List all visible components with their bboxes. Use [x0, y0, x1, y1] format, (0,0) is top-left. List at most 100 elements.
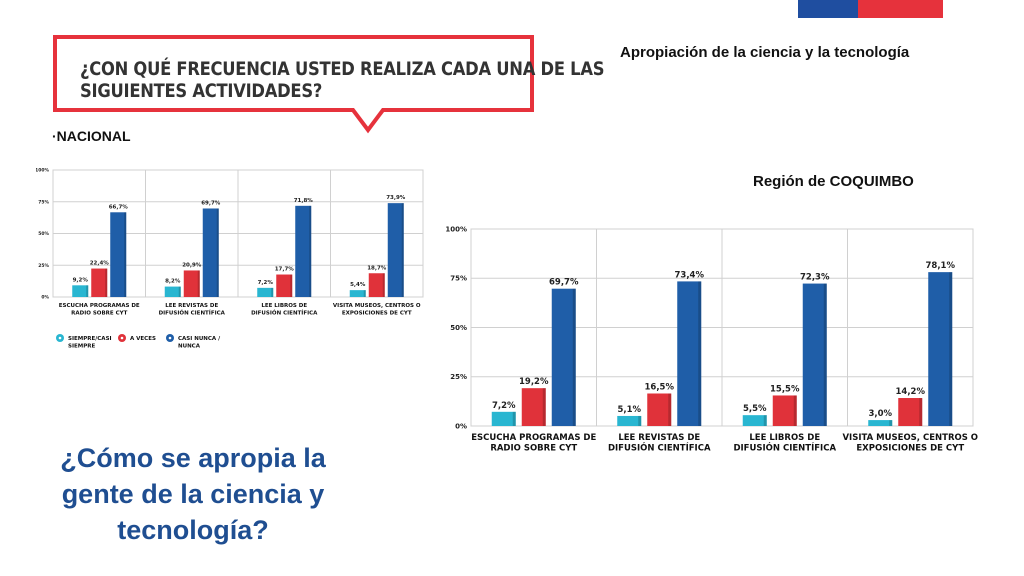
data-label: 72,3% [800, 273, 830, 283]
data-label: 22,4% [90, 261, 110, 267]
bar-shade [105, 268, 108, 297]
bar-shade [763, 415, 767, 426]
bar-shade [572, 288, 576, 426]
bar-shade [698, 281, 702, 426]
bar-shade [949, 272, 953, 426]
bar [491, 411, 516, 426]
bar [928, 272, 953, 426]
category-label: ESCUCHA PROGRAMAS DE [471, 433, 596, 443]
data-label: 5,1% [617, 405, 641, 415]
data-label: 20,9% [182, 262, 202, 268]
legend-entry-line1: CASI NUNCA / [178, 336, 221, 342]
bar-shade [124, 212, 127, 297]
bar [276, 274, 293, 297]
legend-swatch-dot [58, 336, 62, 340]
y-tick-label: 25% [450, 373, 467, 381]
bar-shade [309, 205, 312, 297]
data-label: 14,2% [896, 387, 926, 397]
category-label: LEE LIBROS DE [261, 303, 307, 309]
y-tick-label: 50% [38, 231, 49, 237]
bar-shade [401, 203, 404, 297]
data-label: 71,8% [294, 198, 314, 204]
data-label: 18,7% [367, 265, 387, 271]
question-line-2: SIGUIENTES ACTIVIDADES? [80, 80, 323, 102]
category-label: RADIO SOBRE CYT [490, 444, 577, 454]
y-tick-label: 25% [38, 263, 49, 269]
data-label: 78,1% [926, 261, 956, 271]
bar-shade [542, 388, 546, 426]
bar [164, 286, 181, 297]
bar-shade [197, 270, 200, 297]
bar [868, 420, 893, 426]
data-label: 73,4% [675, 270, 705, 280]
bar-shade [638, 415, 642, 426]
flag-red-stripe [858, 0, 943, 18]
data-label: 69,7% [201, 200, 221, 206]
region-bar-chart: 0% 25% 50% 75% 100% 7,2% 19,2% 69,7% ESCUCHA PRO… [445, 225, 978, 454]
y-tick-label: 75% [38, 199, 49, 205]
y-tick-label: 100% [445, 225, 467, 233]
bar [647, 393, 672, 426]
data-label: 7,2% [258, 280, 274, 286]
region-label: Región de COQUIMBO [753, 173, 914, 190]
category-label: LEE REVISTAS DE [165, 303, 218, 309]
y-tick-label: 0% [455, 422, 467, 430]
y-tick-label: 75% [450, 275, 467, 283]
data-label: 73,9% [386, 195, 406, 201]
bar-shade [86, 285, 89, 297]
y-tick-label: 0% [41, 295, 49, 301]
bar [772, 395, 797, 426]
bar-shade [271, 287, 274, 297]
data-label: 5,4% [350, 282, 366, 288]
data-label: 66,7% [109, 204, 129, 210]
category-label: DIFUSIÓN CIENTÍFICA [159, 309, 226, 317]
data-label: 17,7% [275, 267, 295, 273]
bar [521, 388, 546, 426]
bar [257, 287, 274, 297]
question-line-1: ¿CON QUÉ FRECUENCIA USTED REALIZA CADA U… [80, 58, 605, 80]
bar-shade [216, 208, 219, 297]
legend-entry-line2: NUNCA [178, 344, 201, 350]
bar [802, 283, 827, 426]
legend-swatch-dot [120, 336, 124, 340]
bar [295, 205, 312, 297]
section-title: Apropiación de la ciencia y la tecnologí… [620, 44, 910, 61]
y-tick-label: 50% [450, 324, 467, 332]
bar [202, 208, 219, 297]
bar-shade [793, 395, 797, 426]
bar [742, 415, 767, 426]
data-label: 19,2% [519, 377, 549, 387]
bar-shade [823, 283, 827, 426]
bar [91, 268, 108, 297]
bar [110, 212, 127, 297]
bar [368, 273, 385, 297]
category-label: EXPOSICIONES DE CYT [342, 311, 412, 317]
bar-shade [382, 273, 385, 297]
data-label: 16,5% [645, 382, 675, 392]
nacional-label: ·NACIONAL [52, 128, 131, 144]
category-label: VISITA MUSEOS, CENTROS O [842, 433, 978, 443]
bar-shade [363, 290, 366, 297]
category-label: ESCUCHA PROGRAMAS DE [59, 303, 140, 309]
bar [183, 270, 200, 297]
bar [349, 290, 366, 297]
bar [898, 398, 923, 426]
bar [551, 288, 576, 426]
legend-swatch-dot [168, 336, 172, 340]
data-label: 3,0% [868, 409, 892, 419]
speech-bubble [53, 35, 534, 134]
data-label: 15,5% [770, 384, 800, 394]
category-label: DIFUSIÓN CIENTÍFICA [608, 442, 711, 454]
data-label: 9,2% [73, 277, 89, 283]
category-label: RADIO SOBRE CYT [71, 311, 127, 317]
bar [617, 415, 642, 426]
category-label: VISITA MUSEOS, CENTROS O [333, 303, 421, 309]
bar [677, 281, 702, 426]
bar-shade [512, 411, 516, 426]
category-label: DIFUSIÓN CIENTÍFICA [251, 309, 318, 317]
category-label: LEE REVISTAS DE [618, 433, 700, 443]
big-question: ¿Cómo se apropia la gente de la ciencia … [60, 443, 326, 545]
bar-shade [668, 393, 672, 426]
bar-shade [290, 274, 293, 297]
bar-shade [178, 286, 181, 297]
